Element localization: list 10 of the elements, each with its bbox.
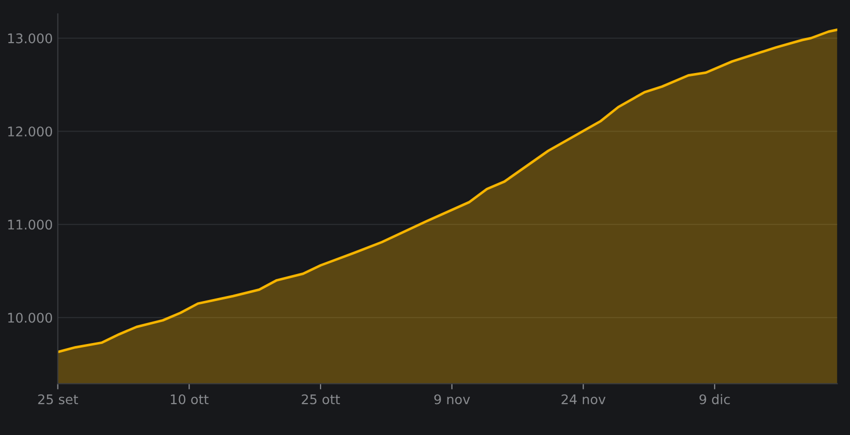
x-tick-label: 9 nov — [434, 394, 470, 404]
y-tick-label: 10.000 — [8, 312, 52, 323]
x-tick-label: 9 dic — [700, 394, 730, 404]
x-tick-label: 10 ott — [170, 394, 209, 404]
y-tick-label: 11.000 — [8, 220, 52, 230]
y-tick-label: 13.000 — [8, 33, 52, 44]
x-tick-label: 25 ott — [302, 394, 340, 404]
x-tick-label: 24 nov — [562, 394, 606, 404]
x-tick-label: 25 set — [38, 394, 78, 404]
y-tick-label: 12.000 — [8, 126, 52, 136]
